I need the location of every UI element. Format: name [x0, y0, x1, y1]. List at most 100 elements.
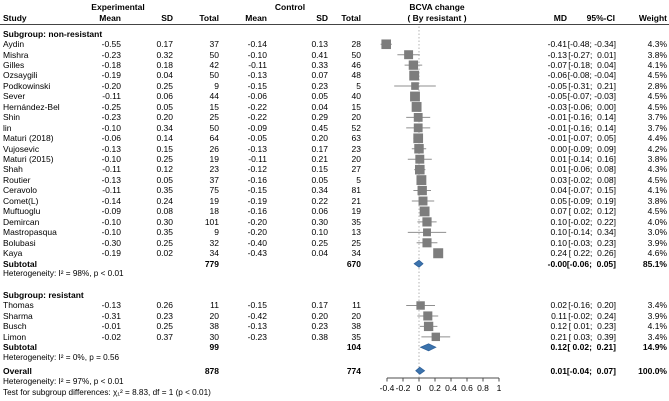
cell-c_mean: -0.40 [247, 237, 267, 248]
cell-ci: [-0.14; 0.16] [568, 154, 616, 164]
cell-md: 0.03 [550, 174, 567, 185]
cell-mean: -0.13 [101, 174, 121, 185]
cell-c_mean: -0.16 [247, 174, 267, 185]
cell-c_mean: -0.22 [247, 101, 267, 112]
cell-c_sd: 0.25 [311, 237, 328, 248]
cell-weight: 3.0% [647, 227, 667, 238]
study-name: Bolubasi [3, 237, 36, 248]
cell-mean: -0.02 [101, 331, 121, 342]
plot-title-line2: ( By resistant ) [407, 13, 467, 23]
axis-tick-label: 1 [497, 383, 502, 393]
axis-tick-label: -0.2 [396, 383, 411, 393]
cell-md: 0.10 [550, 237, 567, 248]
group-header-control: Control [274, 2, 306, 12]
cell-mean: -0.13 [101, 300, 121, 311]
cell-total: 25 [209, 112, 219, 123]
effect-square [381, 39, 391, 50]
cell-total: 42 [209, 59, 219, 70]
cell-c_sd: 0.33 [311, 59, 328, 70]
cell-sd: 0.12 [156, 164, 173, 175]
effect-square [411, 102, 422, 112]
cell-total: 50 [209, 49, 219, 60]
cell-weight: 14.9% [642, 342, 667, 353]
cell-weight: 3.4% [647, 300, 667, 311]
cell-total: 44 [209, 91, 219, 102]
cell-md: 0.07 [550, 206, 567, 217]
cell-mean: -0.14 [101, 195, 121, 206]
cell-weight: 4.6% [647, 248, 667, 259]
cell-weight: 4.5% [647, 206, 667, 217]
col-header-ctl-mean: Mean [245, 13, 267, 23]
cell-md: 0.12 [550, 321, 567, 332]
cell-c_mean: -0.19 [247, 195, 267, 206]
col-header-ctl-sd: SD [316, 13, 328, 23]
cell-c_total: 28 [351, 39, 361, 50]
effect-square [416, 175, 427, 186]
subtotal-label: Subtotal [3, 258, 37, 269]
cell-mean: -0.06 [101, 133, 121, 144]
cell-c_mean: -0.09 [247, 122, 267, 133]
cell-sd: 0.32 [156, 49, 173, 60]
effect-square [433, 248, 444, 259]
study-name: Kaya [3, 248, 23, 259]
cell-c_sd: 0.10 [311, 227, 328, 238]
cell-mean: -0.11 [102, 185, 121, 196]
cell-c_mean: -0.13 [247, 143, 267, 154]
cell-ci: [-0.06; 0.08] [568, 164, 616, 175]
study-name: Vujosevic [3, 143, 40, 154]
cell-weight: 3.8% [647, 195, 667, 206]
cell-c_mean: -0.16 [247, 206, 267, 217]
cell-c_mean: -0.20 [247, 216, 267, 227]
study-name: Shin [3, 112, 21, 123]
cell-c_sd: 0.20 [311, 133, 328, 144]
cell-md: 0.01 [550, 154, 567, 164]
cell-weight: 4.1% [647, 185, 667, 196]
cell-c_total: 23 [351, 143, 361, 154]
cell-c_sd: 0.05 [311, 174, 328, 185]
cell-mean: -0.30 [101, 237, 121, 248]
effect-square [408, 60, 419, 70]
cell-mean: -0.11 [102, 91, 121, 102]
subtotal-diamond [413, 259, 424, 268]
cell-c_sd: 0.13 [311, 39, 328, 50]
subgroup-test-note: Test for subgroup differences: χ₁² = 8.8… [3, 387, 211, 397]
cell-total: 11 [210, 300, 219, 311]
cell-total: 34 [209, 248, 219, 259]
cell-md: 0.10 [550, 227, 567, 238]
cell-sd: 0.30 [156, 216, 173, 227]
cell-ci: [-0.18; 0.04] [568, 59, 616, 70]
cell-c_mean: -0.15 [247, 185, 267, 196]
cell-ci: [-0.07; 0.15] [568, 185, 616, 196]
cell-sd: 0.25 [156, 80, 173, 91]
cell-md: 0.01 [550, 164, 567, 175]
cell-weight: 4.5% [647, 91, 667, 102]
cell-ci: [-0.16; 0.20] [568, 300, 616, 311]
cell-sd: 0.17 [156, 39, 173, 50]
subgroup-label: Subgroup: non-resistant [3, 28, 103, 39]
cell-c_sd: 0.06 [311, 206, 328, 217]
study-name: Busch [3, 321, 27, 332]
cell-ci: [-0.07; -0.03] [567, 91, 616, 102]
cell-total: 878 [204, 365, 219, 376]
cell-md: -0.05 [547, 91, 567, 102]
cell-sd: 0.26 [156, 300, 173, 311]
cell-c_sd: 0.20 [311, 310, 328, 321]
cell-sd: 0.02 [156, 248, 173, 259]
cell-md: 0.11 [551, 310, 567, 321]
effect-square [423, 228, 431, 237]
cell-weight: 4.0% [647, 216, 667, 227]
cell-mean: -0.10 [101, 154, 121, 164]
col-header-exp-mean: Mean [99, 13, 121, 23]
cell-sd: 0.05 [156, 101, 173, 112]
cell-sd: 0.24 [156, 195, 173, 206]
cell-c_total: 11 [352, 300, 361, 311]
cell-c_sd: 0.04 [311, 248, 328, 259]
effect-square [411, 82, 419, 90]
col-header-md: MD [553, 13, 567, 23]
cell-md: -0.01 [547, 112, 567, 123]
cell-c_total: 25 [351, 237, 361, 248]
plot-title-line1: BCVA change [409, 2, 465, 12]
cell-c_sd: 0.41 [311, 49, 328, 60]
cell-sd: 0.25 [156, 237, 173, 248]
